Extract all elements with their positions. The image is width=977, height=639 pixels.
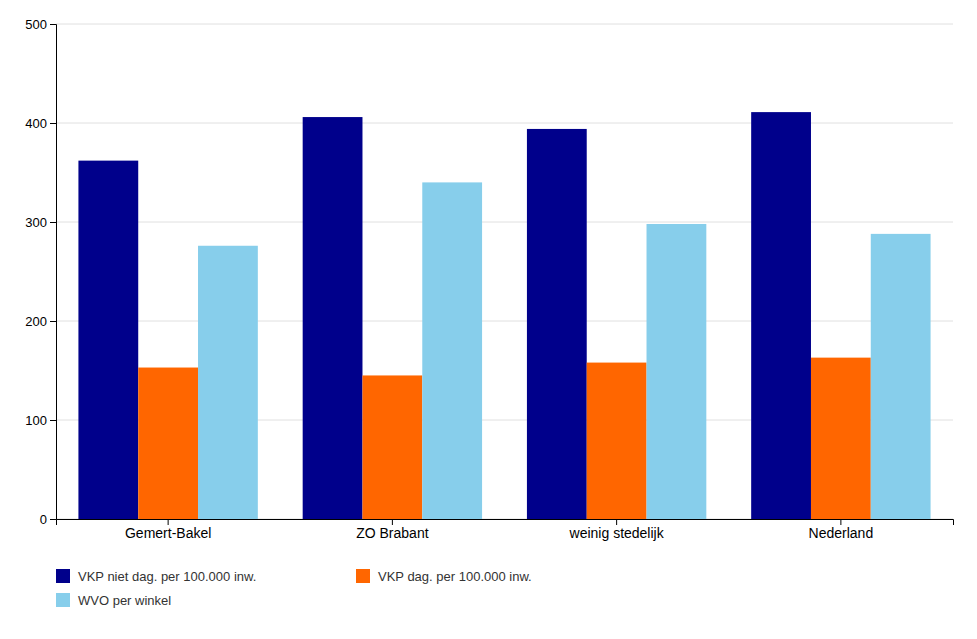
- bar: [527, 129, 587, 519]
- grid-line: [56, 222, 953, 223]
- legend-item: VKP dag. per 100.000 inw.: [356, 569, 532, 584]
- legend-swatch: [56, 593, 70, 607]
- tick-mark: [50, 519, 56, 520]
- bar-series: [78, 112, 811, 519]
- bar: [587, 363, 647, 519]
- legend: VKP niet dag. per 100.000 inw. VKP dag. p…: [56, 569, 532, 608]
- tick: 200: [25, 314, 56, 329]
- x-axis: Gemert-Bakel ZO Brabant weinig stedelijk Ne…: [57, 519, 954, 541]
- bar: [303, 117, 363, 519]
- legend-label: VKP dag. per 100.000 inw.: [378, 569, 532, 584]
- tick: 400: [25, 116, 56, 131]
- tick-mark: [50, 24, 56, 25]
- tick: 100: [25, 413, 56, 428]
- grid: [56, 24, 953, 519]
- tick-label: 400: [25, 116, 47, 131]
- axis-line: [50, 25, 57, 520]
- bar: [138, 368, 198, 519]
- bars: [78, 112, 930, 519]
- tick-mark: [50, 123, 56, 124]
- tick: ZO Brabant: [356, 519, 428, 541]
- bar: [751, 112, 811, 519]
- tick-label: 300: [25, 215, 47, 230]
- tick-label: 100: [25, 413, 47, 428]
- tick: 500: [25, 17, 56, 32]
- tick: 0: [40, 512, 56, 527]
- tick-mark: [50, 420, 56, 421]
- grid-line: [56, 123, 953, 124]
- legend-item: WVO per winkel: [56, 593, 171, 608]
- y-axis: 0 100 200 300 400 500: [25, 17, 56, 527]
- tick-label: ZO Brabant: [356, 525, 428, 541]
- chart: 0 100 200 300 400 500 Gemert-Bakel ZO Brabant we…: [0, 0, 977, 639]
- tick: 300: [25, 215, 56, 230]
- bar: [198, 246, 258, 519]
- tick-mark: [50, 222, 56, 223]
- tick-label: Gemert-Bakel: [125, 525, 211, 541]
- tick: Nederland: [809, 519, 874, 541]
- grid-line: [56, 321, 953, 322]
- tick-mark: [50, 321, 56, 322]
- legend-swatch: [56, 569, 70, 583]
- legend-label: WVO per winkel: [78, 593, 171, 608]
- bar: [871, 234, 931, 519]
- tick-label: 200: [25, 314, 47, 329]
- bar: [422, 182, 482, 519]
- bar: [78, 161, 138, 519]
- tick-label: 0: [40, 512, 47, 527]
- tick-label: 500: [25, 17, 47, 32]
- bar: [811, 358, 871, 519]
- plot: 0 100 200 300 400 500 Gemert-Bakel ZO Brabant we…: [25, 17, 953, 541]
- legend-item: VKP niet dag. per 100.000 inw.: [56, 569, 256, 584]
- tick-label: weinig stedelijk: [569, 525, 665, 541]
- legend-swatch: [356, 569, 370, 583]
- grid-line: [56, 24, 953, 25]
- bar-series: [198, 182, 931, 519]
- tick-label: Nederland: [809, 525, 874, 541]
- tick: Gemert-Bakel: [125, 519, 211, 541]
- bar: [362, 375, 422, 519]
- bar: [647, 224, 707, 519]
- tick: weinig stedelijk: [569, 519, 665, 541]
- legend-label: VKP niet dag. per 100.000 inw.: [78, 569, 256, 584]
